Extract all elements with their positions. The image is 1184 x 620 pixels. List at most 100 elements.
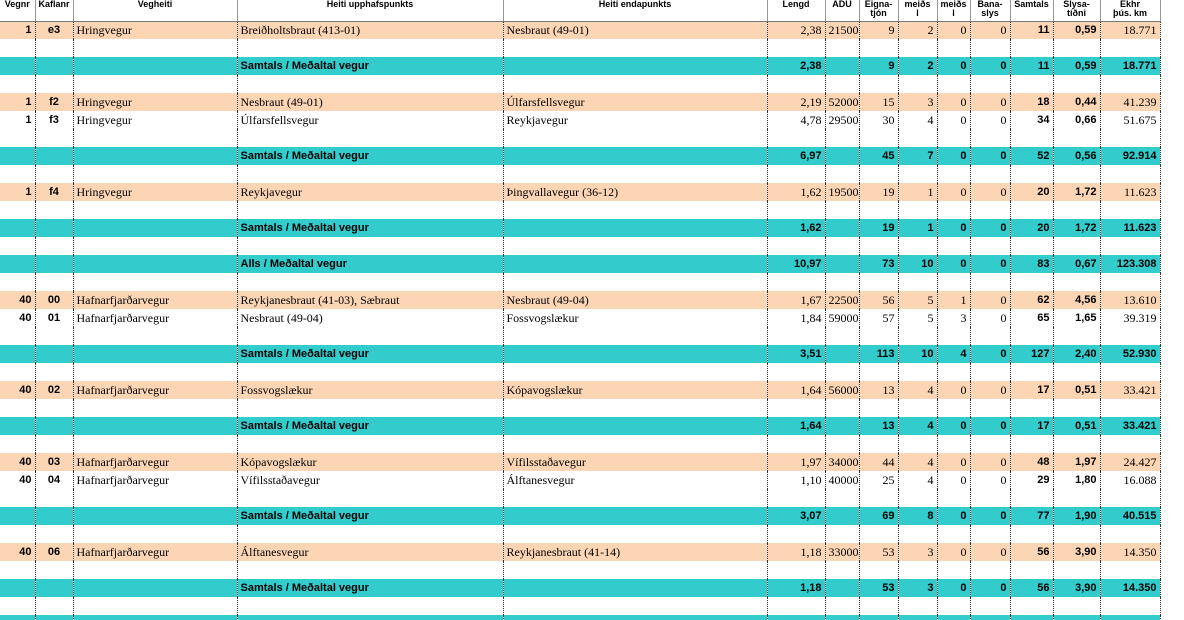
cell xyxy=(937,273,971,291)
cell xyxy=(73,525,238,543)
cell xyxy=(237,561,504,579)
cell xyxy=(503,147,768,165)
cell: 40000 xyxy=(825,471,860,489)
cell: Vífilsstaðavegur xyxy=(237,471,504,489)
row: 1 e3 Hringvegur Breiðholtsbraut (413-01) Nes… xyxy=(0,21,1161,39)
cell xyxy=(767,201,826,219)
cell: Reykjavegur xyxy=(503,111,768,129)
cell xyxy=(73,345,238,363)
cell xyxy=(503,345,768,363)
cell: 11 xyxy=(1010,21,1054,39)
row: Alls / Meðaltal vegur 10,97 73 10 0 0 83 0,67 12… xyxy=(0,255,1161,273)
cell xyxy=(35,561,74,579)
cell: 56 xyxy=(1010,543,1054,561)
cell xyxy=(1010,273,1054,291)
cell: 1,64 xyxy=(767,381,826,399)
cell xyxy=(898,489,938,507)
cell xyxy=(0,75,36,93)
cell xyxy=(937,399,971,417)
row: 1 f4 Hringvegur Reykjavegur Þingvallavegur (… xyxy=(0,183,1161,201)
header-cell: ÁDU xyxy=(825,0,860,22)
header-cell: Vegnr xyxy=(0,0,36,22)
cell: 00 xyxy=(35,291,74,309)
row: 40 03 Hafnarfjarðarvegur Kópavogslækur Vífil… xyxy=(0,453,1161,471)
header-cell: Eigna- tjón xyxy=(859,0,899,22)
cell xyxy=(0,615,36,620)
row xyxy=(0,75,1161,93)
cell: 29500 xyxy=(825,111,860,129)
cell: 0 xyxy=(970,21,1011,39)
cell: 0 xyxy=(937,183,971,201)
cell xyxy=(1010,327,1054,345)
cell: 40 xyxy=(0,291,36,309)
cell xyxy=(35,237,74,255)
header-cell: Samtals xyxy=(1010,0,1054,22)
cell xyxy=(825,363,860,381)
cell: 0 xyxy=(937,453,971,471)
cell: 56 xyxy=(1010,579,1054,597)
cell xyxy=(237,525,504,543)
cell xyxy=(237,327,504,345)
cell xyxy=(1100,561,1161,579)
cell xyxy=(0,417,36,435)
cell xyxy=(825,399,860,417)
cell xyxy=(825,327,860,345)
cell xyxy=(767,489,826,507)
cell: 127 xyxy=(1010,345,1054,363)
cell xyxy=(859,399,899,417)
cell xyxy=(1053,561,1101,579)
cell: 9 xyxy=(859,21,899,39)
cell: 0 xyxy=(937,543,971,561)
row: 40 01 Hafnarfjarðarvegur Nesbraut (49-04) Fo… xyxy=(0,309,1161,327)
header-cell: Heiti endapunkts xyxy=(503,0,768,22)
cell xyxy=(237,489,504,507)
cell: 69 xyxy=(859,507,899,525)
cell: 83 xyxy=(1010,255,1054,273)
cell: 3,51 xyxy=(767,345,826,363)
cell: Hringvegur xyxy=(73,21,238,39)
cell xyxy=(1100,489,1161,507)
cell: 0 xyxy=(937,147,971,165)
cell: 53 xyxy=(859,579,899,597)
cell: 0 xyxy=(970,183,1011,201)
cell xyxy=(825,273,860,291)
row: Samtals / Meðaltal vegur 1,18 53 3 0 0 56 3,90 1… xyxy=(0,579,1161,597)
cell xyxy=(73,57,238,75)
cell xyxy=(970,525,1011,543)
cell xyxy=(503,363,768,381)
cell xyxy=(859,39,899,57)
cell xyxy=(970,201,1011,219)
row xyxy=(0,129,1161,147)
cell: 1 xyxy=(0,93,36,111)
cell xyxy=(970,129,1011,147)
cell: 1 xyxy=(898,183,938,201)
cell xyxy=(937,75,971,93)
cell: 21500 xyxy=(825,21,860,39)
cell: f3 xyxy=(35,111,74,129)
cell xyxy=(73,165,238,183)
cell: 0 xyxy=(937,471,971,489)
cell xyxy=(970,363,1011,381)
cell xyxy=(1010,165,1054,183)
cell: 4 xyxy=(937,345,971,363)
cell: 18 xyxy=(1010,93,1054,111)
cell xyxy=(767,363,826,381)
cell xyxy=(0,219,36,237)
cell: Hafnarfjarðarvegur xyxy=(73,291,238,309)
cell xyxy=(0,327,36,345)
cell: 1,72 xyxy=(1053,219,1101,237)
cell: Kópavogslækur xyxy=(503,381,768,399)
cell: 65 xyxy=(1010,309,1054,327)
cell: Álftanesvegur xyxy=(237,543,504,561)
cell xyxy=(898,273,938,291)
cell: 13.610 xyxy=(1100,291,1161,309)
cell xyxy=(1100,615,1161,620)
cell: 0,44 xyxy=(1053,93,1101,111)
cell xyxy=(1100,129,1161,147)
cell: 18.771 xyxy=(1100,21,1161,39)
cell: 40 xyxy=(0,453,36,471)
row xyxy=(0,201,1161,219)
cell: 39.319 xyxy=(1100,309,1161,327)
row xyxy=(0,237,1161,255)
